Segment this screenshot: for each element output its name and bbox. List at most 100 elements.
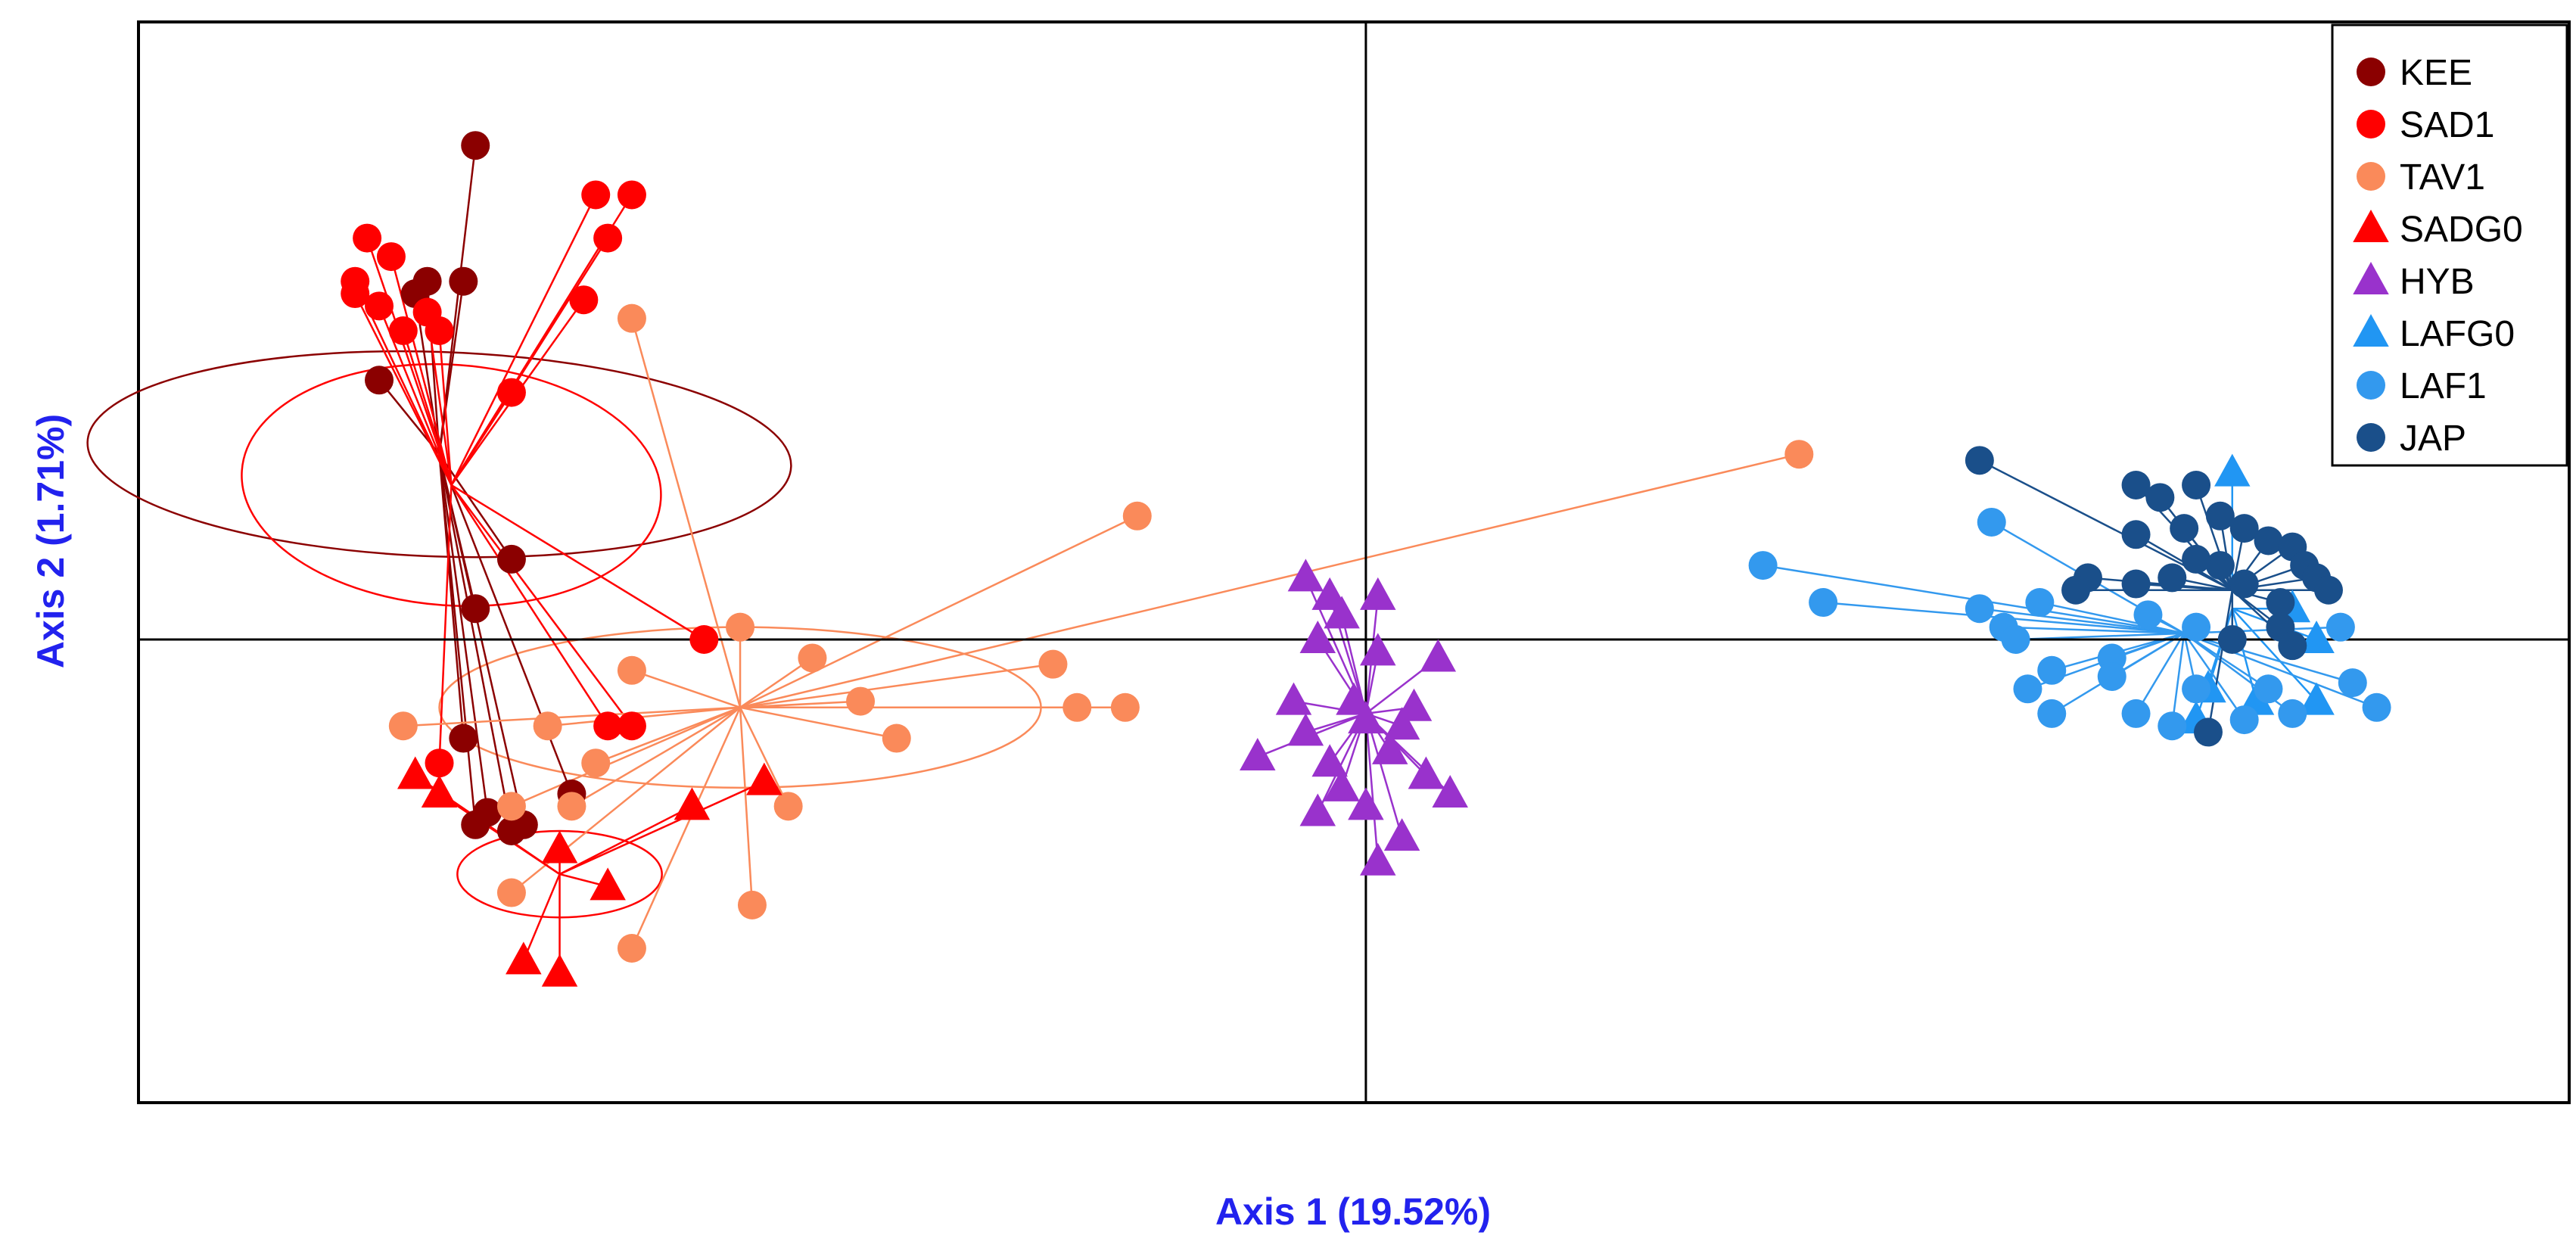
- point-laf1: [2182, 612, 2211, 642]
- point-tav1: [1062, 692, 1092, 722]
- point-sadg0: [421, 775, 458, 808]
- point-kee: [461, 594, 490, 624]
- point-tav1: [1038, 649, 1068, 679]
- point-jap: [2254, 526, 2283, 555]
- legend-label-sad1: SAD1: [2400, 105, 2494, 145]
- point-tav1: [496, 792, 526, 821]
- spoke-laf1: [2183, 632, 2354, 684]
- legend-marker-tav1: [2357, 162, 2385, 191]
- ellipse-sad1: [241, 363, 662, 608]
- point-laf1: [2001, 625, 2030, 654]
- point-hyb: [1360, 577, 1396, 610]
- point-hyb: [1299, 793, 1336, 826]
- spoke-laf1: [2183, 632, 2378, 708]
- spoke-tav1: [631, 669, 741, 708]
- point-tav1: [1110, 692, 1140, 722]
- spoke-lafg0: [2231, 608, 2318, 702]
- point-laf1: [1977, 507, 2006, 537]
- point-jap: [2170, 514, 2199, 543]
- point-tav1: [1122, 501, 1152, 531]
- spoke-tav1: [511, 706, 741, 808]
- point-laf1: [2037, 699, 2067, 728]
- point-jap: [2266, 588, 2295, 618]
- point-sad1: [581, 180, 611, 210]
- ellipse-kee: [86, 350, 792, 559]
- spoke-tav1: [739, 707, 754, 905]
- point-tav1: [617, 934, 646, 963]
- point-jap: [2205, 501, 2235, 531]
- point-hyb: [1348, 701, 1384, 734]
- point-sad1: [593, 711, 623, 741]
- y-axis-label: Axis 2 (1.71%): [30, 414, 72, 668]
- point-hyb: [1287, 713, 1324, 746]
- point-kee: [473, 798, 502, 827]
- spoke-laf1: [2135, 633, 2186, 714]
- point-laf1: [2326, 612, 2355, 642]
- point-hyb: [1311, 744, 1348, 777]
- spoke-tav1: [739, 515, 1138, 708]
- spoke-sad1: [438, 330, 453, 486]
- spoke-kee: [438, 453, 512, 560]
- legend-marker-sadg0: [2353, 210, 2389, 242]
- point-hyb: [1287, 559, 1324, 592]
- spoke-tav1: [547, 706, 741, 727]
- point-kee: [449, 266, 478, 296]
- point-sad1: [353, 223, 382, 253]
- point-jap: [2145, 483, 2175, 512]
- point-lafg0: [2298, 621, 2335, 653]
- spoke-tav1: [595, 706, 741, 764]
- point-hyb: [1432, 775, 1468, 808]
- point-hyb: [1240, 738, 1276, 771]
- point-jap: [2121, 471, 2151, 499]
- spoke-lafg0: [2231, 608, 2257, 702]
- point-sad1: [376, 242, 406, 272]
- legend-marker-sad1: [2357, 110, 2385, 138]
- point-lafg0: [2214, 453, 2251, 487]
- point-sad1: [689, 625, 719, 654]
- spoke-sadg0: [522, 873, 561, 961]
- legend-label-kee: KEE: [2400, 53, 2472, 93]
- point-sadg0: [746, 762, 782, 795]
- point-laf1: [2254, 674, 2283, 704]
- point-laf1: [2278, 699, 2307, 728]
- spoke-tav1: [571, 706, 741, 808]
- point-kee: [365, 366, 394, 395]
- plot-area: [86, 20, 2571, 1104]
- spoke-laf1: [2039, 601, 2185, 635]
- spoke-laf1: [1979, 607, 2185, 635]
- legend-label-hyb: HYB: [2400, 262, 2475, 302]
- point-laf1: [1748, 551, 1778, 580]
- point-tav1: [617, 655, 646, 685]
- spoke-hyb: [1305, 712, 1367, 733]
- point-jap: [1965, 446, 1994, 475]
- x-axis-label: Axis 1 (19.52%): [1215, 1190, 1491, 1233]
- point-jap: [2121, 569, 2151, 599]
- spoke-tav1: [739, 700, 861, 709]
- point-hyb: [1324, 768, 1360, 801]
- point-jap: [2158, 563, 2187, 593]
- data-points: [341, 131, 2391, 987]
- spoke-jap: [2207, 590, 2234, 733]
- spoke-sad1: [450, 484, 609, 727]
- point-hyb: [1275, 682, 1312, 715]
- spoke-sad1: [438, 484, 453, 764]
- point-tav1: [388, 711, 418, 741]
- spoke-laf1: [2183, 633, 2245, 720]
- spoke-sadg0: [559, 780, 765, 876]
- legend-marker-lafg0: [2353, 314, 2389, 347]
- point-sad1: [425, 316, 454, 345]
- point-sadg0: [541, 954, 578, 987]
- legend-marker-laf1: [2357, 371, 2385, 400]
- point-jap: [2229, 569, 2259, 599]
- point-laf1: [2158, 711, 2187, 741]
- point-laf1: [2229, 705, 2259, 735]
- point-tav1: [1784, 440, 1814, 469]
- legend-label-sadg0: SADG0: [2400, 210, 2523, 250]
- crosshair-axes: [138, 22, 2569, 1103]
- spoke-sad1: [450, 484, 705, 641]
- point-laf1: [1809, 588, 1838, 618]
- point-hyb: [1324, 596, 1360, 629]
- legend-marker-kee: [2357, 58, 2385, 86]
- spoke-laf1: [2003, 626, 2185, 635]
